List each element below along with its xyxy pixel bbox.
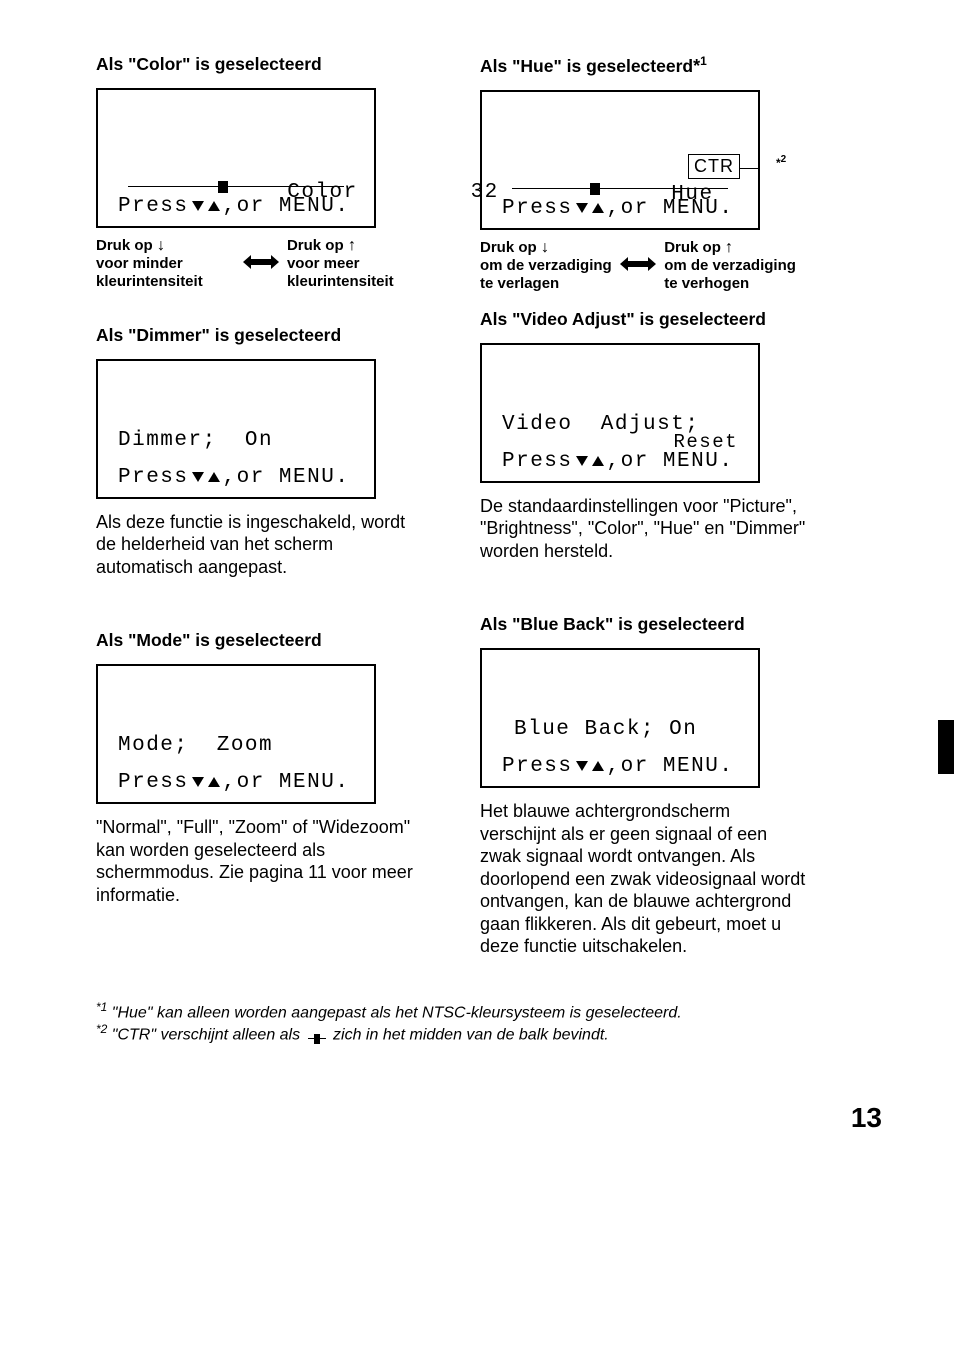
down-body: voor minder kleurintensiteit	[96, 255, 203, 290]
press-prefix: Press	[118, 195, 189, 218]
triangle-down-icon	[192, 777, 204, 787]
body-video: De standaardinstellingen voor "Picture",…	[480, 495, 810, 563]
footnote-2: *2 "CTR" verschijnt alleen als zich in h…	[96, 1022, 882, 1044]
screen-hue: Hue CTR Press ,or MENU.	[480, 90, 760, 230]
press-prefix: Press	[502, 450, 573, 473]
slider-thumb-inline-icon	[308, 1034, 326, 1044]
press-prefix: Press	[118, 466, 189, 489]
lcd-mode-line: Mode; Zoom	[118, 734, 354, 757]
double-arrow-icon	[620, 256, 656, 272]
heading-color: Als "Color" is geselecteerd	[96, 54, 436, 76]
arrow-down-icon: ↓	[540, 238, 549, 257]
heading-mode: Als "Mode" is geselecteerd	[96, 630, 436, 652]
under-hue: Druk op ↓ om de verzadiging te verlagen …	[480, 238, 800, 293]
fn1-text: "Hue" kan alleen worden aangepast als he…	[112, 1004, 682, 1021]
triangle-down-icon	[192, 201, 204, 211]
fn2-text-b: zich in het midden van de balk bevindt.	[333, 1026, 609, 1043]
heading-dimmer: Als "Dimmer" is geselecteerd	[96, 325, 436, 347]
footnote-1: *1 "Hue" kan alleen worden aangepast als…	[96, 1000, 882, 1022]
under-color: Druk op ↓ voor minder kleurintensiteit D…	[96, 236, 416, 291]
slider-track	[128, 186, 344, 188]
slider-track	[512, 188, 728, 190]
druk-op-text: Druk op	[287, 237, 344, 254]
slider-thumb	[590, 183, 600, 195]
right-column: Als "Hue" is geselecteerd*1 Hue CTR Pres…	[480, 54, 820, 976]
down-body: om de verzadiging te verlagen	[480, 257, 612, 292]
ctr-tick	[740, 168, 760, 170]
press-suffix: ,or MENU.	[607, 450, 734, 473]
lcd-press-line: Press ,or MENU.	[502, 450, 738, 473]
ctr-box: CTR	[688, 154, 740, 179]
fn1-mark: *1	[96, 1000, 107, 1014]
press-suffix: ,or MENU.	[223, 466, 350, 489]
press-prefix: Press	[118, 771, 189, 794]
section-dimmer: Als "Dimmer" is geselecteerd Dimmer; On …	[96, 325, 436, 578]
under-hue-left: Druk op ↓ om de verzadiging te verlagen	[480, 238, 612, 293]
page: Als "Color" is geselecteerd Color 32 Pre…	[0, 0, 954, 1164]
lcd-press-line: Press ,or MENU.	[502, 755, 738, 778]
triangle-up-icon	[208, 201, 220, 211]
triangle-down-icon	[576, 761, 588, 771]
triangle-down-icon	[192, 472, 204, 482]
lcd-press-line: Press ,or MENU.	[118, 466, 354, 489]
heading-hue-text: Als "Hue" is geselecteerd	[480, 56, 693, 76]
heading-hue: Als "Hue" is geselecteerd*1	[480, 54, 820, 78]
section-color: Als "Color" is geselecteerd Color 32 Pre…	[96, 54, 436, 291]
fn2-mark: *2	[96, 1022, 107, 1036]
section-video-adjust: Als "Video Adjust" is geselecteerd Video…	[480, 309, 820, 562]
body-blue: Het blauwe achtergrondscherm verschijnt …	[480, 800, 810, 958]
page-number: 13	[851, 1102, 882, 1134]
triangle-down-icon	[576, 203, 588, 213]
press-suffix: ,or MENU.	[607, 755, 734, 778]
triangle-up-icon	[208, 472, 220, 482]
lcd-press-line: Press ,or MENU.	[118, 195, 354, 218]
triangle-up-icon	[592, 761, 604, 771]
arrow-up-icon: ↑	[347, 236, 356, 255]
lcd-blue-line: Blue Back; On	[514, 718, 738, 741]
up-body: om de verzadiging te verhogen	[664, 257, 796, 292]
triangle-up-icon	[592, 203, 604, 213]
screen-dimmer: Dimmer; On Press ,or MENU.	[96, 359, 376, 499]
section-hue: Als "Hue" is geselecteerd*1 Hue CTR Pres…	[480, 54, 820, 293]
heading-video: Als "Video Adjust" is geselecteerd	[480, 309, 820, 331]
two-column-layout: Als "Color" is geselecteerd Color 32 Pre…	[96, 54, 882, 976]
triangle-up-icon	[592, 456, 604, 466]
body-dimmer: Als deze functie is ingeschakeld, wordt …	[96, 511, 426, 579]
screen-video: Video Adjust; Reset Press ,or MENU.	[480, 343, 760, 483]
fn2-text-a: "CTR" verschijnt alleen als	[112, 1026, 305, 1043]
under-color-right: Druk op ↑ voor meer kleurintensiteit	[287, 236, 416, 291]
heading-blue: Als "Blue Back" is geselecteerd	[480, 614, 820, 636]
double-arrow-icon	[243, 254, 279, 270]
druk-op-text: Druk op	[96, 237, 153, 254]
screen-blue: Blue Back; On Press ,or MENU.	[480, 648, 760, 788]
press-suffix: ,or MENU.	[223, 771, 350, 794]
under-color-left: Druk op ↓ voor minder kleurintensiteit	[96, 236, 235, 291]
press-suffix: ,or MENU.	[607, 197, 734, 220]
press-suffix: ,or MENU.	[223, 195, 350, 218]
ctr-footnote-marker: *2	[776, 154, 786, 170]
triangle-up-icon	[208, 777, 220, 787]
section-blue-back: Als "Blue Back" is geselecteerd Blue Bac…	[480, 614, 820, 957]
lcd-press-line: Press ,or MENU.	[502, 197, 738, 220]
side-tab	[938, 720, 954, 774]
press-prefix: Press	[502, 197, 573, 220]
screen-mode: Mode; Zoom Press ,or MENU.	[96, 664, 376, 804]
lcd-dimmer-line: Dimmer; On	[118, 429, 354, 452]
druk-op-text: Druk op	[664, 239, 721, 256]
press-prefix: Press	[502, 755, 573, 778]
screen-color: Color 32 Press ,or MENU.	[96, 88, 376, 228]
section-mode: Als "Mode" is geselecteerd Mode; Zoom Pr…	[96, 630, 436, 906]
up-body: voor meer kleurintensiteit	[287, 255, 394, 290]
left-column: Als "Color" is geselecteerd Color 32 Pre…	[96, 54, 436, 976]
body-mode: "Normal", "Full", "Zoom" of "Widezoom" k…	[96, 816, 426, 906]
footnotes: *1 "Hue" kan alleen worden aangepast als…	[96, 1000, 882, 1045]
triangle-down-icon	[576, 456, 588, 466]
arrow-up-icon: ↑	[725, 238, 734, 257]
lcd-press-line: Press ,or MENU.	[118, 771, 354, 794]
heading-hue-sup: 1	[700, 54, 707, 68]
druk-op-text: Druk op	[480, 239, 537, 256]
arrow-down-icon: ↓	[156, 236, 165, 255]
under-hue-right: Druk op ↑ om de verzadiging te verhogen	[664, 238, 800, 293]
slider-thumb	[218, 181, 228, 193]
